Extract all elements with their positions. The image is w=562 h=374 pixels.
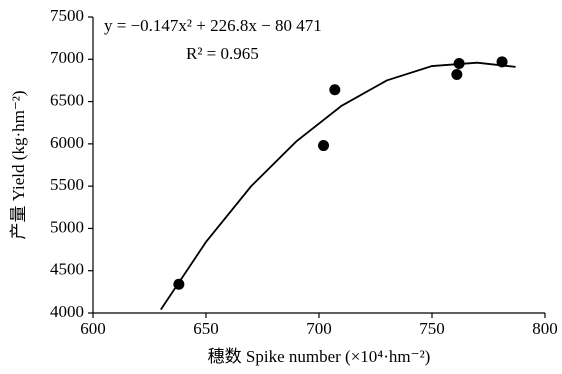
x-tick-label: 700 — [306, 319, 332, 338]
y-tick-label: 4500 — [50, 260, 84, 279]
y-tick-label: 7000 — [50, 48, 84, 67]
point — [173, 278, 185, 290]
point — [451, 69, 463, 81]
y-tick-label: 5000 — [50, 217, 84, 236]
fit-curve — [160, 61, 516, 311]
r-squared: R² = 0.965 — [186, 44, 259, 63]
equation: y = −0.147x² + 226.8x − 80 471 — [104, 16, 322, 35]
x-tick-label: 800 — [532, 319, 558, 338]
point — [496, 56, 508, 68]
x-tick-label: 600 — [80, 319, 106, 338]
y-tick-label: 6500 — [50, 90, 84, 109]
point — [453, 58, 465, 70]
x-axis-label: 穗数 Spike number (×10⁴·hm⁻²) — [208, 347, 431, 366]
y-axis-label: 产量 Yield (kg·hm⁻²) — [9, 90, 28, 239]
x-tick-label: 750 — [419, 319, 445, 338]
x-tick-label: 650 — [193, 319, 219, 338]
point — [329, 84, 341, 96]
y-tick-label: 4000 — [50, 302, 84, 321]
point — [318, 140, 330, 152]
y-tick-label: 7500 — [50, 6, 84, 25]
y-tick-label: 6000 — [50, 133, 84, 152]
y-tick-label: 5500 — [50, 175, 84, 194]
